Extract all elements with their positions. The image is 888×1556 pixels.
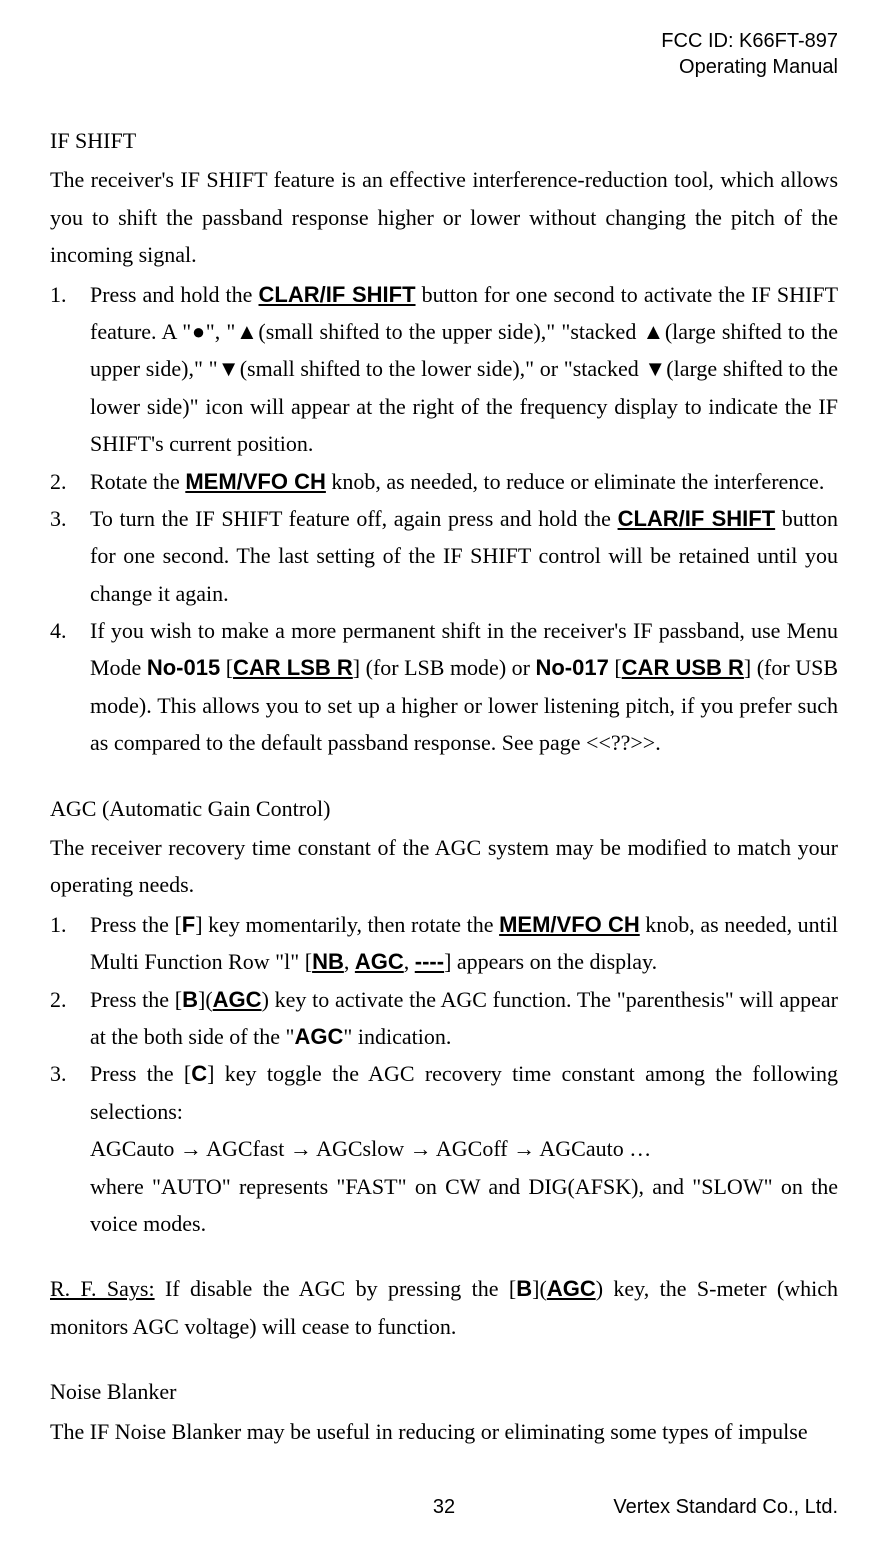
- agc-label: AGC: [547, 1276, 596, 1301]
- text-fragment: ,: [404, 949, 415, 974]
- key-b: B: [516, 1276, 532, 1301]
- header: FCC ID: K66FT-897 Operating Manual: [50, 28, 838, 80]
- car-usb-r: CAR USB R: [622, 655, 744, 680]
- nb-block: Noise Blanker The IF Noise Blanker may b…: [50, 1373, 838, 1450]
- text-fragment: If disable the AGC by pressing the [: [155, 1276, 517, 1301]
- rf-says-lead: R. F. Says:: [50, 1276, 155, 1301]
- list-number: 1.: [50, 276, 90, 463]
- ifshift-item-3: 3. To turn the IF SHIFT feature off, aga…: [50, 500, 838, 612]
- footer-company: Vertex Standard Co., Ltd.: [575, 1490, 838, 1524]
- ifshift-item-1: 1. Press and hold the CLAR/IF SHIFT butt…: [50, 276, 838, 463]
- mem-vfo-knob-label: MEM/VFO CH: [499, 912, 640, 937]
- clar-ifshift-button-label: CLAR/IF SHIFT: [618, 506, 776, 531]
- text-fragment: To turn the IF SHIFT feature off, again …: [90, 506, 618, 531]
- nb-label: NB: [312, 949, 344, 974]
- agc-label: AGC: [213, 987, 262, 1012]
- text-fragment: Press and hold the: [90, 282, 259, 307]
- mem-vfo-knob-label: MEM/VFO CH: [185, 469, 326, 494]
- menu-no-015: No-015: [147, 655, 220, 680]
- agc-item1-text: Press the [F] key momentarily, then rota…: [90, 906, 838, 981]
- car-lsb-r: CAR LSB R: [233, 655, 353, 680]
- agc-label: AGC: [355, 949, 404, 974]
- clar-ifshift-button-label: CLAR/IF SHIFT: [259, 282, 416, 307]
- list-number: 2.: [50, 463, 90, 500]
- agc-item-1: 1. Press the [F] key momentarily, then r…: [50, 906, 838, 981]
- text-fragment: ] key momentarily, then rotate the: [195, 912, 499, 937]
- agc-note: where "AUTO" represents "FAST" on CW and…: [90, 1174, 838, 1236]
- agc-item-2: 2. Press the [B](AGC) key to activate th…: [50, 981, 838, 1056]
- agc-item-3: 3. Press the [C] key toggle the AGC reco…: [50, 1055, 838, 1242]
- ifshift-item4-text: If you wish to make a more permanent shi…: [90, 612, 838, 762]
- text-fragment: button for one second to activate the IF…: [90, 282, 838, 457]
- ifshift-item-4: 4. If you wish to make a more permanent …: [50, 612, 838, 762]
- agc-item3-text: Press the [C] key toggle the AGC recover…: [90, 1055, 838, 1242]
- footer: 32 Vertex Standard Co., Ltd.: [50, 1490, 838, 1524]
- ifshift-item-2: 2. Rotate the MEM/VFO CH knob, as needed…: [50, 463, 838, 500]
- text-fragment: ] (for LSB mode) or: [353, 655, 536, 680]
- page: FCC ID: K66FT-897 Operating Manual IF SH…: [0, 0, 888, 1556]
- list-number: 1.: [50, 906, 90, 981]
- text-fragment: Rotate the: [90, 469, 185, 494]
- ifshift-item3-text: To turn the IF SHIFT feature off, again …: [90, 500, 838, 612]
- nb-intro: The IF Noise Blanker may be useful in re…: [50, 1413, 838, 1450]
- menu-no-017: No-017: [535, 655, 608, 680]
- agc-intro: The receiver recovery time constant of t…: [50, 829, 838, 904]
- list-number: 3.: [50, 500, 90, 612]
- ifshift-title: IF SHIFT: [50, 122, 838, 159]
- key-b: B: [182, 987, 198, 1012]
- agc-sequence: AGCauto → AGCfast → AGCslow → AGCoff → A…: [90, 1136, 651, 1161]
- rf-says-block: R. F. Says: If disable the AGC by pressi…: [50, 1270, 838, 1345]
- text-fragment: Press the [: [90, 1061, 191, 1086]
- agc-label: AGC: [295, 1024, 344, 1049]
- ifshift-item1-text: Press and hold the CLAR/IF SHIFT button …: [90, 276, 838, 463]
- agc-list: 1. Press the [F] key momentarily, then r…: [50, 906, 838, 1243]
- text-fragment: ](: [198, 987, 213, 1012]
- key-f: F: [182, 912, 195, 937]
- list-number: 4.: [50, 612, 90, 762]
- agc-item2-text: Press the [B](AGC) key to activate the A…: [90, 981, 838, 1056]
- list-number: 3.: [50, 1055, 90, 1242]
- manual-title: Operating Manual: [50, 54, 838, 80]
- text-fragment: ,: [344, 949, 355, 974]
- text-fragment: ] appears on the display.: [444, 949, 657, 974]
- dash-label: ----: [415, 949, 444, 974]
- key-c: C: [191, 1061, 207, 1086]
- text-fragment: [: [609, 655, 622, 680]
- text-fragment: " indication.: [343, 1024, 451, 1049]
- text-fragment: knob, as needed, to reduce or eliminate …: [326, 469, 824, 494]
- agc-title: AGC (Automatic Gain Control): [50, 790, 838, 827]
- text-fragment: [: [220, 655, 233, 680]
- agc-block: AGC (Automatic Gain Control) The receive…: [50, 790, 838, 1243]
- ifshift-list: 1. Press and hold the CLAR/IF SHIFT butt…: [50, 276, 838, 762]
- fcc-id: FCC ID: K66FT-897: [50, 28, 838, 54]
- nb-title: Noise Blanker: [50, 1373, 838, 1410]
- ifshift-intro: The receiver's IF SHIFT feature is an ef…: [50, 161, 838, 273]
- list-number: 2.: [50, 981, 90, 1056]
- text-fragment: Press the [: [90, 912, 182, 937]
- text-fragment: Press the [: [90, 987, 182, 1012]
- page-number: 32: [313, 1490, 576, 1524]
- footer-left: [50, 1490, 313, 1524]
- text-fragment: ](: [532, 1276, 547, 1301]
- ifshift-item2-text: Rotate the MEM/VFO CH knob, as needed, t…: [90, 463, 838, 500]
